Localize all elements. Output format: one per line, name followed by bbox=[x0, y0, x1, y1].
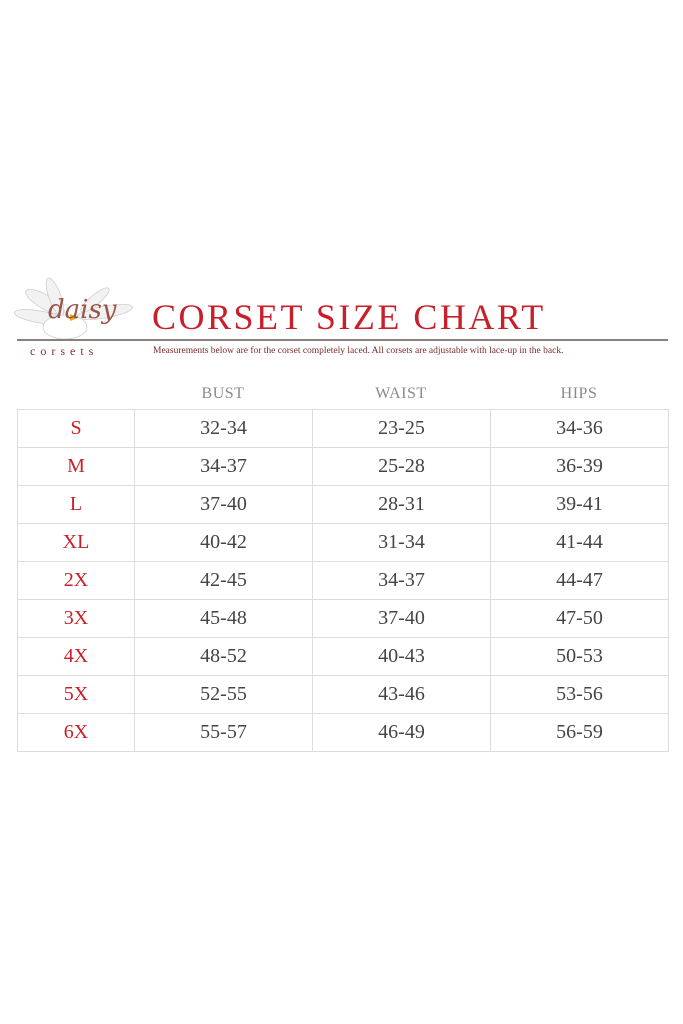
table-row: XL 40-42 31-34 41-44 bbox=[17, 523, 669, 562]
table-row: S 32-34 23-25 34-36 bbox=[17, 409, 669, 448]
waist-cell: 25-28 bbox=[312, 447, 491, 486]
waist-cell: 46-49 bbox=[312, 713, 491, 752]
column-header-hips: HIPS bbox=[560, 385, 598, 402]
hips-cell: 53-56 bbox=[490, 675, 669, 714]
table-row: 3X 45-48 37-40 47-50 bbox=[17, 599, 669, 638]
logo-brand-text: corsets bbox=[30, 344, 99, 358]
size-cell: L bbox=[17, 485, 135, 524]
svg-text:daisy: daisy bbox=[48, 295, 117, 325]
hips-cell: 56-59 bbox=[490, 713, 669, 752]
waist-cell: 40-43 bbox=[312, 637, 491, 676]
bust-cell: 55-57 bbox=[134, 713, 313, 752]
table-row: 2X 42-45 34-37 44-47 bbox=[17, 561, 669, 600]
bust-cell: 48-52 bbox=[134, 637, 313, 676]
waist-cell: 43-46 bbox=[312, 675, 491, 714]
bust-cell: 40-42 bbox=[134, 523, 313, 562]
bust-cell: 32-34 bbox=[134, 409, 313, 448]
hips-cell: 34-36 bbox=[490, 409, 669, 448]
table-row: 6X 55-57 46-49 56-59 bbox=[17, 713, 669, 752]
column-header-waist: WAIST bbox=[375, 385, 427, 402]
size-cell: S bbox=[17, 409, 135, 448]
waist-cell: 34-37 bbox=[312, 561, 491, 600]
table-row: L 37-40 28-31 39-41 bbox=[17, 485, 669, 524]
page-title: CORSET SIZE CHART bbox=[152, 297, 546, 337]
size-cell: 4X bbox=[17, 637, 135, 676]
daisy-logo: daisy bbox=[13, 277, 133, 340]
hips-cell: 47-50 bbox=[490, 599, 669, 638]
measurement-note: Measurements below are for the corset co… bbox=[153, 346, 564, 356]
size-cell: 6X bbox=[17, 713, 135, 752]
waist-cell: 28-31 bbox=[312, 485, 491, 524]
size-cell: M bbox=[17, 447, 135, 486]
hips-cell: 44-47 bbox=[490, 561, 669, 600]
bust-cell: 42-45 bbox=[134, 561, 313, 600]
bust-cell: 37-40 bbox=[134, 485, 313, 524]
table-row: M 34-37 25-28 36-39 bbox=[17, 447, 669, 486]
hips-cell: 39-41 bbox=[490, 485, 669, 524]
hips-cell: 36-39 bbox=[490, 447, 669, 486]
size-table: S 32-34 23-25 34-36 M 34-37 25-28 36-39 L 37-40 28… bbox=[17, 409, 669, 752]
size-cell: 3X bbox=[17, 599, 135, 638]
hips-cell: 41-44 bbox=[490, 523, 669, 562]
waist-cell: 31-34 bbox=[312, 523, 491, 562]
waist-cell: 37-40 bbox=[312, 599, 491, 638]
size-cell: XL bbox=[17, 523, 135, 562]
column-header-bust: BUST bbox=[201, 385, 245, 402]
size-cell: 2X bbox=[17, 561, 135, 600]
bust-cell: 34-37 bbox=[134, 447, 313, 486]
table-row: 4X 48-52 40-43 50-53 bbox=[17, 637, 669, 676]
header-divider bbox=[17, 339, 668, 341]
size-cell: 5X bbox=[17, 675, 135, 714]
bust-cell: 45-48 bbox=[134, 599, 313, 638]
table-row: 5X 52-55 43-46 53-56 bbox=[17, 675, 669, 714]
bust-cell: 52-55 bbox=[134, 675, 313, 714]
waist-cell: 23-25 bbox=[312, 409, 491, 448]
hips-cell: 50-53 bbox=[490, 637, 669, 676]
